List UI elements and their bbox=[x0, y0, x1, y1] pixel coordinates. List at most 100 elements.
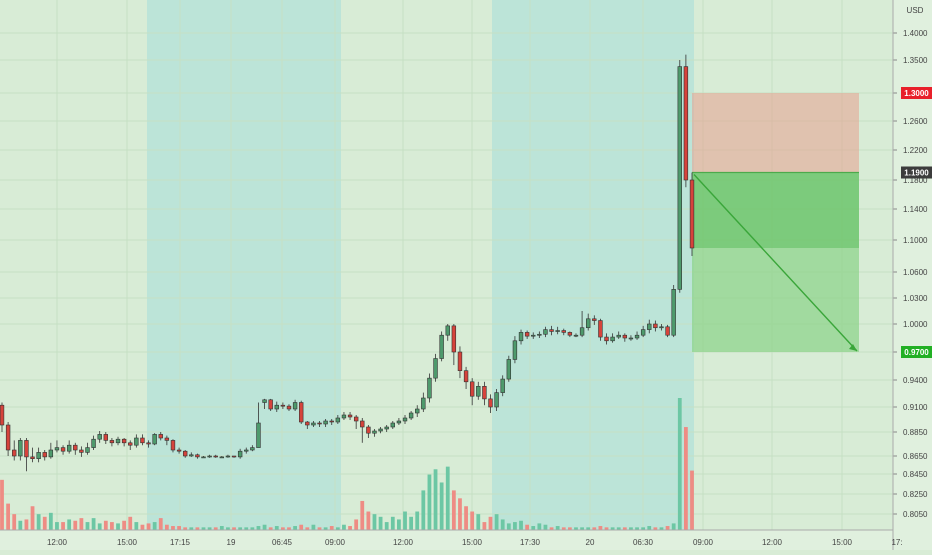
candle-body bbox=[152, 434, 157, 445]
candle-body bbox=[567, 332, 573, 336]
candle-body bbox=[30, 456, 35, 459]
time-axis-background bbox=[0, 530, 893, 550]
candles-layer bbox=[0, 54, 695, 472]
candle-body bbox=[372, 430, 377, 434]
volume-bar bbox=[250, 527, 255, 530]
x-tick-label: 09:00 bbox=[693, 538, 714, 547]
volume-bar bbox=[48, 512, 53, 530]
volume-bar bbox=[128, 516, 133, 530]
volume-bar bbox=[586, 527, 591, 530]
volume-bar bbox=[574, 527, 578, 530]
candle-body bbox=[653, 323, 658, 329]
candle-body bbox=[592, 318, 597, 321]
candle-body bbox=[506, 359, 512, 380]
volume-bar bbox=[421, 490, 426, 530]
candle-body bbox=[628, 337, 634, 340]
candle-body bbox=[494, 392, 499, 408]
candle-body bbox=[201, 456, 206, 459]
volume-bar bbox=[12, 514, 17, 530]
volume-bar bbox=[305, 527, 310, 530]
candle-body bbox=[512, 340, 518, 360]
candle-body bbox=[353, 416, 359, 422]
candle-body bbox=[335, 417, 341, 423]
volume-bar bbox=[378, 516, 383, 530]
candle-body bbox=[274, 404, 279, 410]
volume-bar bbox=[458, 498, 462, 530]
candle-body bbox=[158, 434, 163, 439]
x-tick-label: 12:00 bbox=[762, 538, 783, 547]
volume-bar bbox=[6, 503, 10, 530]
candle-body bbox=[531, 334, 536, 337]
candle-body bbox=[500, 378, 505, 393]
y-tick-label: 1.1000 bbox=[903, 236, 928, 245]
volume-bar bbox=[360, 500, 365, 530]
volume-bar bbox=[116, 523, 120, 530]
y-tick-label: 0.9100 bbox=[903, 403, 928, 412]
volume-bar bbox=[641, 527, 646, 530]
candle-body bbox=[213, 455, 218, 458]
volume-bar bbox=[592, 527, 597, 530]
x-tick-label: 20 bbox=[586, 538, 595, 547]
volume-bar bbox=[171, 526, 175, 530]
x-tick-label: 17:30 bbox=[520, 538, 541, 547]
volume-bar bbox=[122, 520, 127, 530]
candle-body bbox=[311, 422, 316, 426]
x-tick-label: 12:00 bbox=[393, 538, 414, 547]
volume-bar bbox=[531, 526, 536, 530]
candle-body bbox=[573, 334, 579, 337]
candle-body bbox=[73, 444, 78, 451]
candle-body bbox=[42, 452, 47, 458]
volume-bar bbox=[177, 526, 181, 530]
candle-body bbox=[268, 399, 273, 410]
volume-bar bbox=[488, 516, 493, 530]
volume-bar bbox=[671, 523, 676, 530]
volume-bar bbox=[329, 526, 334, 530]
short-position-tool[interactable] bbox=[692, 93, 859, 352]
candle-body bbox=[402, 417, 408, 422]
candle-body bbox=[451, 325, 457, 353]
y-tick-label: 1.1400 bbox=[903, 205, 928, 214]
candle-body bbox=[598, 320, 603, 338]
candle-body bbox=[463, 370, 469, 383]
volume-bar bbox=[244, 527, 249, 530]
volume-bar bbox=[629, 527, 633, 530]
volume-bar bbox=[232, 527, 236, 530]
candle-body bbox=[433, 358, 438, 379]
x-tick-label: 09:00 bbox=[325, 538, 346, 547]
candle-body bbox=[396, 420, 402, 424]
candle-body bbox=[54, 447, 60, 451]
volume-bar bbox=[580, 527, 584, 530]
x-tick-label: 15:00 bbox=[462, 538, 483, 547]
y-tick-label: 1.1800 bbox=[903, 176, 928, 185]
candle-body bbox=[482, 385, 487, 400]
y-tick-label: 1.2200 bbox=[903, 146, 928, 155]
volume-layer bbox=[0, 398, 694, 530]
candle-body bbox=[292, 402, 298, 410]
candle-body bbox=[640, 329, 646, 336]
candle-body bbox=[543, 329, 548, 335]
price-tag-label: 1.3000 bbox=[904, 89, 929, 98]
volume-bar bbox=[384, 522, 389, 530]
candle-body bbox=[610, 336, 615, 342]
candle-body bbox=[378, 428, 383, 432]
candle-body bbox=[659, 326, 664, 329]
candle-body bbox=[244, 449, 249, 452]
candle-body bbox=[677, 66, 682, 290]
candle-body bbox=[219, 456, 225, 459]
candle-body bbox=[329, 420, 334, 423]
x-tick-label: 17:15 bbox=[170, 538, 191, 547]
x-tick-label: 19 bbox=[227, 538, 236, 547]
y-tick-label: 1.0000 bbox=[903, 320, 928, 329]
candle-body bbox=[476, 385, 481, 397]
volume-bar bbox=[79, 518, 84, 530]
volume-bar bbox=[164, 524, 169, 530]
volume-bar bbox=[85, 522, 90, 530]
candle-body bbox=[280, 404, 286, 407]
candle-body bbox=[555, 330, 560, 332]
volume-bar bbox=[555, 526, 560, 530]
volume-bar bbox=[647, 526, 652, 530]
volume-bar bbox=[543, 524, 548, 530]
